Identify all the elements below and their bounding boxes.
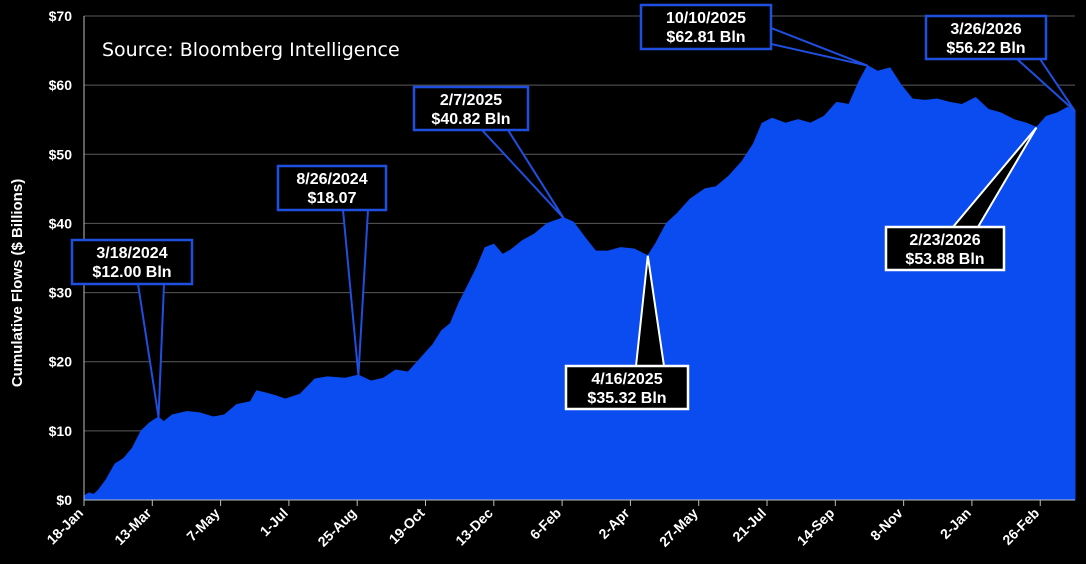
source-label: Source: Bloomberg Intelligence <box>102 39 400 61</box>
x-axis-ticks: 18-Jan 13-Mar 7-May 1-Jul 25-Aug 19-Oct 13-Dec… <box>43 500 1042 550</box>
annotation-callout: 4/16/2025 $35.32 Bln <box>564 255 690 411</box>
annotation-box <box>564 364 690 411</box>
annotations: 3/18/2024 $12.00 Bln 8/26/2024 $18.07 2/7/20… <box>70 3 1076 418</box>
annotation-box <box>70 238 194 286</box>
y-tick-label: $10 <box>49 423 73 439</box>
y-tick-label: $70 <box>49 8 73 24</box>
area-series <box>83 65 1076 501</box>
annotation-value: $18.07 <box>308 190 357 207</box>
x-tick-label: 13-Mar <box>111 504 155 548</box>
y-tick-label: $50 <box>49 146 73 162</box>
x-tick-label: 19-Oct <box>386 505 428 547</box>
annotation-callout: 3/18/2024 $12.00 Bln <box>70 238 194 418</box>
annotation-date: 2/23/2026 <box>909 232 980 249</box>
y-tick-label: $30 <box>49 285 73 301</box>
annotation-box <box>924 14 1048 61</box>
y-tick-label: $20 <box>49 354 73 370</box>
annotation-date: 3/26/2026 <box>950 21 1021 38</box>
annotation-date: 2/7/2025 <box>440 92 502 109</box>
annotation-value: $40.82 Bln <box>431 111 510 128</box>
y-tick-label: $60 <box>49 77 73 93</box>
annotation-pointer <box>136 283 166 418</box>
annotation-date: 8/26/2024 <box>296 171 367 188</box>
annotation-callout: 8/26/2024 $18.07 <box>276 164 388 376</box>
x-tick-label: 26-Feb <box>999 505 1042 548</box>
annotation-box <box>412 85 530 132</box>
annotation-value: $56.22 Bln <box>946 40 1025 57</box>
annotation-value: $12.00 Bln <box>92 264 171 281</box>
annotation-value: $53.88 Bln <box>905 251 984 268</box>
annotation-date: 10/10/2025 <box>666 10 746 27</box>
annotation-box <box>639 3 773 51</box>
y-axis-ticks: $0 $10 $20 $30 $40 $50 $60 $70 <box>49 8 73 508</box>
x-tick-label: 25-Aug <box>314 505 359 550</box>
x-tick-label: 18-Jan <box>43 505 86 548</box>
annotation-callout: 10/10/2025 $62.81 Bln <box>639 3 868 67</box>
annotation-pointer <box>479 129 565 219</box>
annotation-pointer <box>770 26 868 67</box>
x-tick-label: 27-May <box>656 505 701 550</box>
x-tick-label: 7-May <box>183 505 223 545</box>
x-tick-label: 2-Jan <box>937 505 974 542</box>
y-tick-label: $40 <box>49 215 73 231</box>
y-tick-label: $0 <box>56 492 72 508</box>
x-tick-label: 13-Dec <box>452 505 496 549</box>
annotation-date: 3/18/2024 <box>96 245 167 262</box>
annotation-value: $35.32 Bln <box>587 390 666 407</box>
x-tick-label: 21-Jul <box>729 505 769 545</box>
annotation-box <box>884 225 1006 272</box>
annotation-value: $62.81 Bln <box>666 29 745 46</box>
x-tick-label: 8-Nov <box>867 505 906 544</box>
annotation-callout: 2/7/2025 $40.82 Bln <box>412 85 565 219</box>
cumulative-flow-area <box>83 65 1076 501</box>
annotation-callout: 2/23/2026 $53.88 Bln <box>884 126 1038 272</box>
y-axis-label: Cumulative Flows ($ Billions) <box>9 179 26 387</box>
annotation-date: 4/16/2025 <box>591 371 662 388</box>
x-tick-label: 2-Apr <box>595 504 633 542</box>
x-tick-label: 6-Feb <box>527 505 565 543</box>
x-tick-label: 1-Jul <box>257 505 291 539</box>
annotation-box <box>276 164 388 212</box>
x-tick-label: 14-Sep <box>794 505 838 549</box>
annotation-callout: 3/26/2026 $56.22 Bln <box>924 14 1076 113</box>
